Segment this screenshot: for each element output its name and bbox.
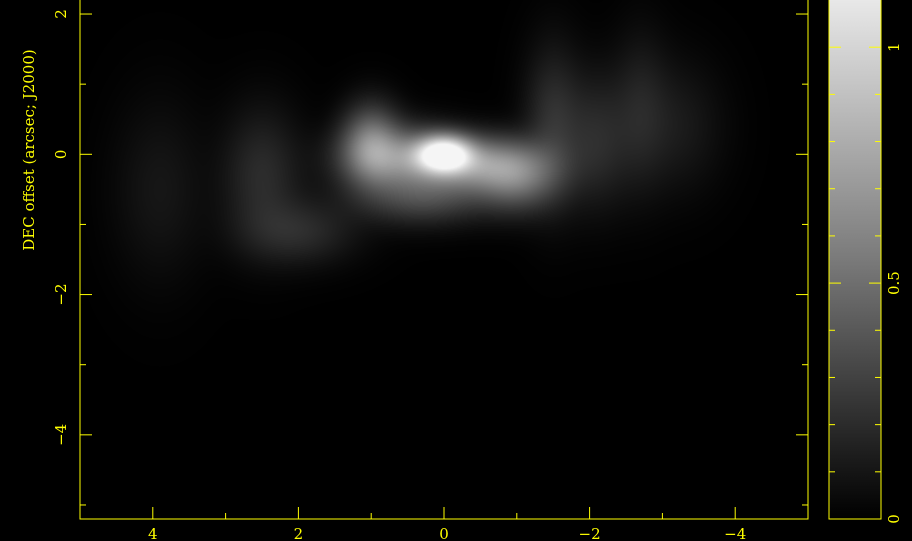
colorbar-tick-label: 0.5: [885, 271, 903, 295]
colorbar-ticks: 00.51: [829, 42, 903, 524]
x-axis-ticks: 4 2 0 −2 −4: [79, 507, 809, 541]
colorbar-tick-label: 0: [885, 514, 903, 524]
colorbar-frame: [828, 0, 882, 520]
y-tick-label: 2: [52, 9, 70, 19]
y-axis-label: DEC offset (arcsec; J2000): [20, 49, 38, 250]
x-tick-label: −2: [579, 525, 601, 541]
y-axis-ticks: 2 0 −2 −4: [52, 9, 808, 506]
colorbar-tick-label: 1: [885, 42, 903, 52]
y-tick-label: −4: [52, 424, 70, 446]
x-tick-label: 2: [294, 525, 304, 541]
y-tick-label: −2: [52, 284, 70, 306]
x-tick-label: 0: [439, 525, 449, 541]
image-plane: [80, 0, 808, 519]
intensity-map: [80, 0, 808, 519]
x-tick-label: 4: [148, 525, 158, 541]
colorbar-gradient: [829, 0, 881, 519]
x-tick-label: −4: [724, 525, 746, 541]
y-tick-label: 0: [52, 150, 70, 160]
